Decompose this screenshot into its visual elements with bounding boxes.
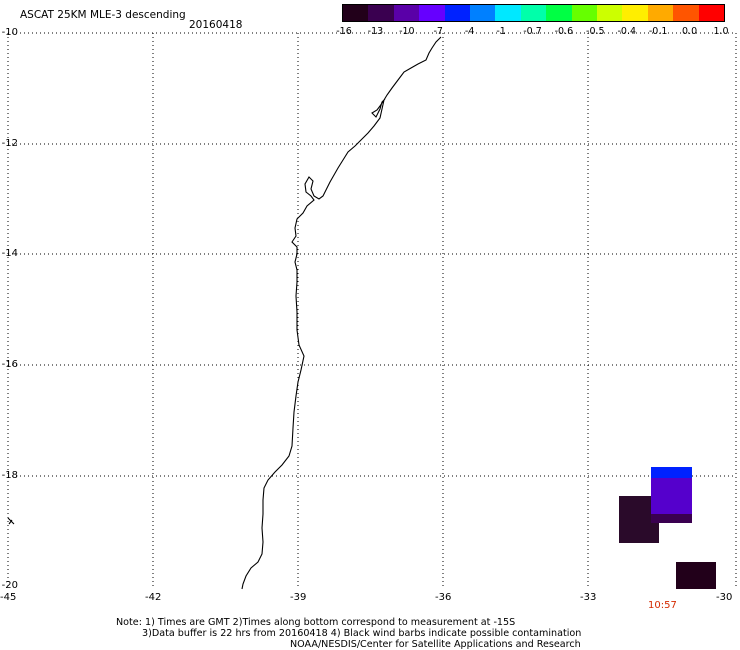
longitude-label: -39 <box>290 592 307 603</box>
latitude-label: -16 <box>1 359 18 370</box>
latitude-label: -14 <box>1 248 18 259</box>
color-scale-segment <box>571 5 598 21</box>
latitude-label: -12 <box>1 138 18 149</box>
color-scale-label: 0.0 <box>682 26 698 37</box>
latitude-label: -10 <box>1 27 18 38</box>
color-scale-label: -13 <box>367 26 384 37</box>
color-scale-segment <box>495 5 522 21</box>
color-scale-label: -0.6 <box>554 26 574 37</box>
wind-pixel-3 <box>651 467 692 478</box>
color-scale-segment <box>520 5 547 21</box>
latitude-label: -18 <box>1 470 18 481</box>
color-scale-segment <box>419 5 446 21</box>
color-scale-segment <box>470 5 496 21</box>
color-scale-label: -0.4 <box>617 26 637 37</box>
note-line-1: Note: 1) Times are GMT 2)Times along bot… <box>116 617 516 628</box>
map-title: ASCAT 25KM MLE-3 descending <box>20 9 186 21</box>
longitude-label: -42 <box>145 592 162 603</box>
longitude-label: -45 <box>0 592 17 603</box>
note-line-2: 3)Data buffer is 22 hrs from 20160418 4)… <box>142 628 582 639</box>
color-scale-bar <box>342 4 725 22</box>
color-scale-segment <box>546 5 573 21</box>
color-scale-label: -0.7 <box>523 26 542 37</box>
wind-pixel-5 <box>676 562 716 589</box>
map-date: 20160418 <box>189 19 243 31</box>
color-scale-segment <box>393 5 420 21</box>
color-scale-label: -0.5 <box>586 26 605 37</box>
latitude-label: -20 <box>1 580 18 591</box>
longitude-label: -30 <box>716 592 733 603</box>
time-label: 10:57 <box>648 600 677 611</box>
longitude-label: -33 <box>580 592 597 603</box>
coastline-island <box>7 517 15 525</box>
color-scale-label: 1.0 <box>713 26 729 37</box>
color-scale-label: -1 <box>496 26 506 37</box>
color-scale-segment <box>444 5 471 21</box>
color-scale-segment <box>343 5 369 21</box>
note-line-3: NOAA/NESDIS/Center for Satellite Applica… <box>290 639 581 650</box>
color-scale-segment <box>647 5 674 21</box>
color-scale-segment <box>622 5 649 21</box>
color-scale-label: -4 <box>464 26 475 37</box>
color-scale-segment <box>597 5 623 21</box>
wind-pixel-4 <box>651 514 692 523</box>
longitude-label: -36 <box>435 592 452 603</box>
color-scale-segment <box>698 5 725 21</box>
color-scale-segment <box>368 5 395 21</box>
coastline <box>241 36 442 590</box>
color-scale-label: -16 <box>336 26 352 37</box>
color-scale-segment <box>673 5 700 21</box>
color-scale-label: -10 <box>399 26 415 37</box>
color-scale-label: -0.1 <box>648 26 668 37</box>
color-scale-label: -7 <box>433 26 443 37</box>
graticule <box>7 32 737 589</box>
